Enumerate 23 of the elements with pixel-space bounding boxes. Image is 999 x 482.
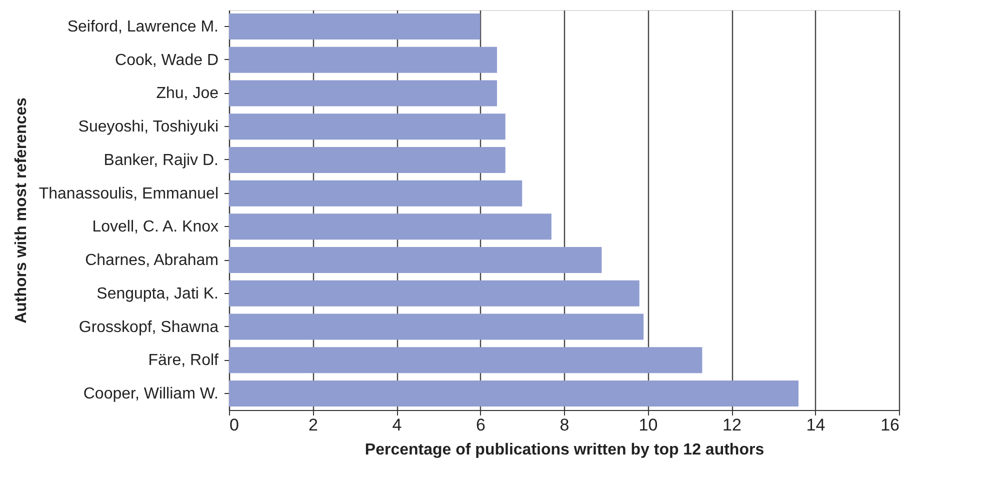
x-tick-label: 14 [806, 416, 826, 434]
x-tick-label: 10 [638, 416, 658, 434]
x-tick-label: 0 [230, 416, 239, 434]
x-tick-label: 4 [392, 416, 402, 434]
y-axis-title: Authors with most references [12, 97, 30, 324]
x-tick-label: 6 [476, 416, 486, 434]
y-tick-label: Cook, Wade D [115, 52, 218, 69]
y-tick-label: Sueyoshi, Toshiyuki [78, 118, 218, 136]
x-tick-label: 16 [880, 416, 900, 434]
y-tick-label: Banker, Rajiv D. [104, 152, 218, 169]
y-tick-label: Lovell, C. A. Knox [92, 218, 218, 236]
y-tick-label: Sengupta, Jati K. [96, 285, 218, 302]
y-tick-label: Seiford, Lawrence M. [67, 18, 218, 36]
x-axis-title: Percentage of publications written by top 12 authors [364, 442, 764, 458]
y-tick-label: Cooper, William W. [83, 385, 218, 402]
y-tick-label: Färe, Rolf [148, 352, 220, 370]
y-tick-label: Charnes, Abraham [85, 252, 218, 270]
x-tick-label: 12 [722, 416, 742, 434]
y-tick-label: Thanassoulis, Emmanuel [38, 185, 218, 202]
y-tick-label: Zhu, Joe [156, 85, 219, 102]
x-tick-label: 8 [560, 416, 570, 434]
x-tick-label: 2 [308, 416, 318, 434]
y-tick-label: Grosskopf, Shawna [78, 318, 219, 336]
